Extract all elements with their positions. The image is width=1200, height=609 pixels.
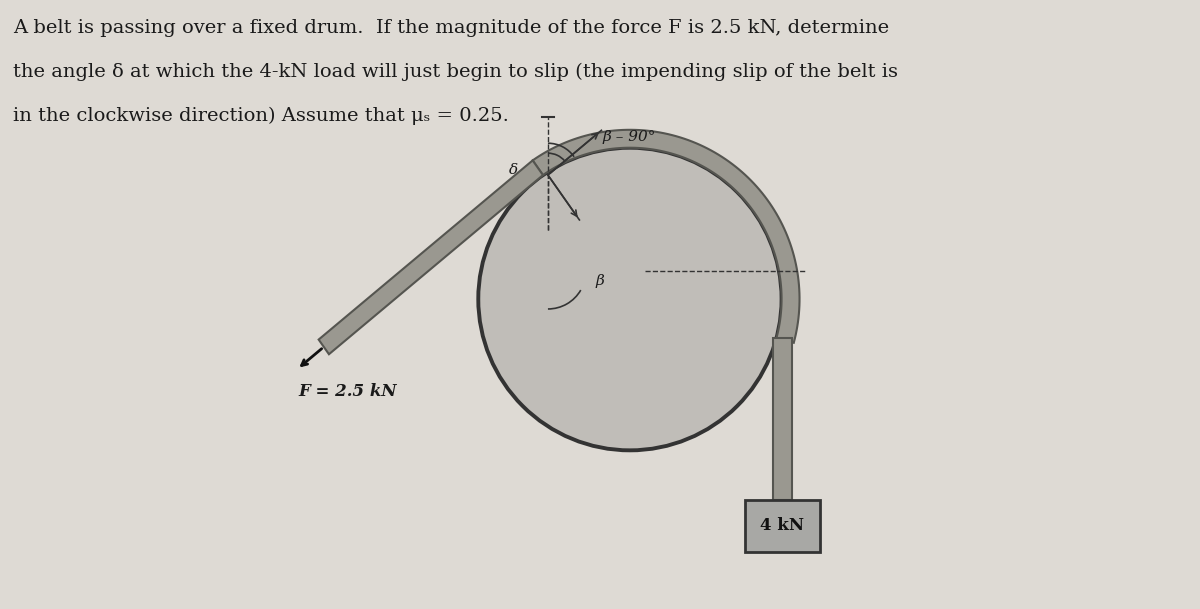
- Text: δ: δ: [509, 163, 517, 177]
- Polygon shape: [533, 130, 799, 343]
- FancyBboxPatch shape: [745, 500, 820, 552]
- Text: F = 2.5 kN: F = 2.5 kN: [299, 383, 397, 400]
- Text: 4 kN: 4 kN: [761, 518, 804, 535]
- Text: A belt is passing over a fixed drum.  If the magnitude of the force F is 2.5 kN,: A belt is passing over a fixed drum. If …: [13, 19, 889, 37]
- Text: the angle δ at which the 4-kN load will just begin to slip (the impending slip o: the angle δ at which the 4-kN load will …: [13, 63, 899, 82]
- Polygon shape: [773, 338, 792, 500]
- Text: β: β: [595, 274, 605, 288]
- Circle shape: [479, 148, 781, 450]
- Text: β – 90°: β – 90°: [602, 130, 656, 144]
- Text: in the clockwise direction) Assume that μₛ = 0.25.: in the clockwise direction) Assume that …: [13, 107, 509, 125]
- Polygon shape: [319, 160, 542, 354]
